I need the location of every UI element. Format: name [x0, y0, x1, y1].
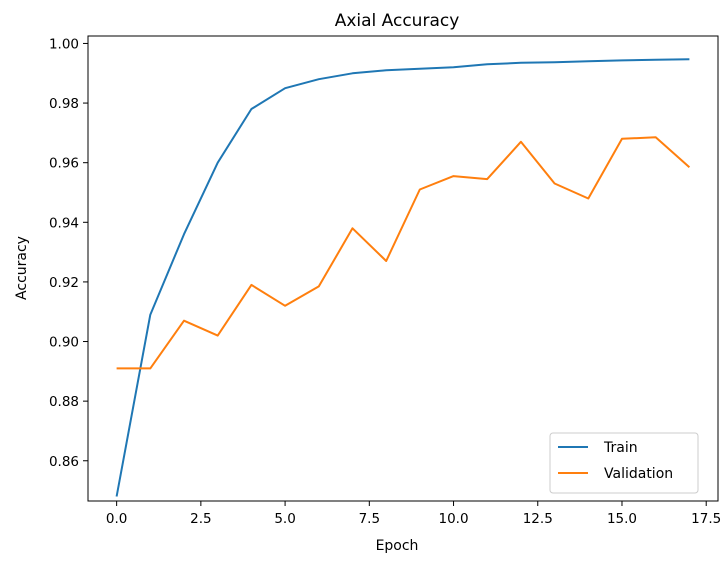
series-layer — [115, 58, 691, 497]
x-axis-ticks: 0.0 2.5 5.0 7.5 10.0 12.5 15.0 17.5 — [106, 501, 721, 527]
y-tick-label: 0.94 — [49, 215, 79, 231]
x-tick-label: 7.5 — [359, 511, 380, 527]
y-tick-label: 1.00 — [49, 36, 79, 52]
x-axis-label: Epoch — [376, 538, 419, 554]
x-tick-label: 0.0 — [106, 511, 127, 527]
y-tick-label: 0.96 — [49, 156, 79, 172]
x-tick-label: 12.5 — [523, 511, 553, 527]
legend-label-train: Train — [603, 440, 638, 456]
x-tick-label: 17.5 — [691, 511, 721, 527]
x-tick-label: 10.0 — [439, 511, 469, 527]
x-tick-label: 5.0 — [274, 511, 295, 527]
series-line-validation — [116, 136, 691, 370]
y-tick-label: 0.86 — [49, 454, 79, 470]
plot-area — [87, 35, 719, 502]
series-line-train — [115, 58, 690, 497]
plot-frame — [87, 35, 719, 502]
legend: Train Validation — [549, 432, 699, 494]
y-tick-label: 0.88 — [49, 394, 79, 410]
chart-title: Axial Accuracy — [335, 11, 460, 31]
legend-label-validation: Validation — [604, 466, 673, 482]
y-axis-label: Accuracy — [14, 236, 30, 300]
y-tick-label: 0.92 — [49, 275, 79, 291]
y-axis-ticks: 0.86 0.88 0.90 0.92 0.94 0.96 0.98 1.00 — [49, 36, 88, 470]
y-tick-label: 0.98 — [49, 96, 79, 112]
y-tick-label: 0.90 — [49, 335, 79, 351]
x-tick-label: 15.0 — [607, 511, 637, 527]
x-tick-label: 2.5 — [190, 511, 211, 527]
